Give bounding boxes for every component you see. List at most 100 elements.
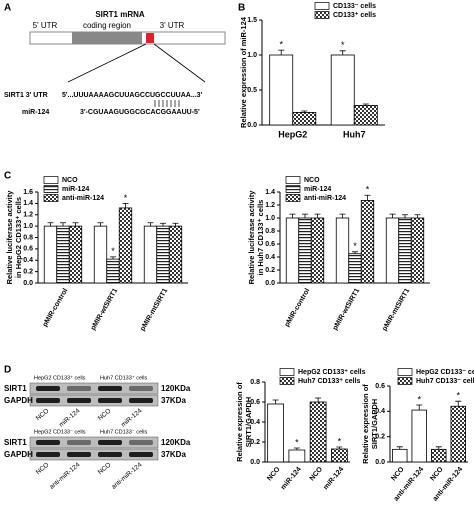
blot-band bbox=[98, 452, 122, 457]
zoom-line bbox=[153, 43, 206, 83]
bar bbox=[68, 225, 83, 284]
y-tick-label: 0.2 bbox=[375, 434, 385, 441]
x-tick-label: NCO bbox=[429, 466, 445, 483]
bar bbox=[310, 217, 325, 284]
error-bar bbox=[47, 222, 54, 227]
x-tick-label: pMIR-control bbox=[42, 287, 70, 328]
legend-label: HepG2 CD133⁺ cells bbox=[298, 369, 366, 376]
x-tick-label: pMIR-wtSIRT1 bbox=[90, 287, 120, 331]
error-bar bbox=[301, 110, 308, 113]
y-tick-label: 1.2 bbox=[23, 212, 33, 219]
bar bbox=[410, 217, 425, 284]
y-tick-label: 0.2 bbox=[250, 439, 260, 446]
error-bar bbox=[455, 400, 462, 407]
y-tick-label: 0.0 bbox=[375, 459, 385, 466]
lane-label: NCO bbox=[35, 461, 51, 476]
error-bar bbox=[315, 397, 322, 402]
bar bbox=[43, 225, 58, 284]
y-tick-label: 0.6 bbox=[265, 241, 275, 248]
error-bar bbox=[172, 222, 179, 227]
y-tick-label: 0.6 bbox=[23, 246, 33, 253]
blot-group: Huh7 CD133⁻ cells bbox=[100, 429, 147, 435]
legend-label: NCO bbox=[304, 177, 320, 184]
x-tick-label: pMIR-control bbox=[284, 287, 312, 328]
bar bbox=[288, 449, 306, 463]
y-tick-label: 0.0 bbox=[250, 459, 260, 466]
error-bar bbox=[314, 213, 321, 218]
blot-strip bbox=[29, 382, 159, 395]
lane-label: miR-124 bbox=[120, 407, 144, 428]
legend-swatch bbox=[285, 194, 301, 202]
x-tick-label: NCO bbox=[390, 466, 406, 483]
legend-label: miR-124 bbox=[304, 186, 331, 193]
error-bar bbox=[278, 49, 285, 55]
y-tick-label: 0.0 bbox=[247, 122, 257, 129]
blot-row: SIRT1 bbox=[4, 384, 27, 393]
legend-label: Huh7 CD133⁻ cells bbox=[416, 378, 474, 385]
y-axis-label: SIRT1/GAPDH bbox=[244, 397, 253, 447]
error-bar bbox=[389, 213, 396, 218]
y-axis-label: Relative expression of bbox=[361, 384, 370, 464]
y-tick-label: 0.4 bbox=[23, 257, 33, 264]
lane-label: anti-miR-124 bbox=[48, 461, 81, 491]
bar bbox=[106, 258, 120, 284]
error-bar bbox=[97, 222, 104, 227]
blot-band bbox=[67, 440, 91, 445]
blot-band bbox=[36, 452, 60, 457]
blot-band bbox=[67, 386, 91, 391]
legend-swatch bbox=[43, 194, 59, 202]
blot-band bbox=[67, 452, 91, 457]
x-tick-label: NCO bbox=[309, 466, 325, 483]
blot-band bbox=[129, 452, 153, 457]
x-tick-label: HepG2 bbox=[278, 129, 307, 139]
error-bar bbox=[293, 447, 300, 450]
bar bbox=[348, 253, 362, 284]
blot-band bbox=[36, 386, 60, 391]
error-bar bbox=[416, 404, 423, 411]
y-tick-label: 0.0 bbox=[265, 280, 275, 287]
bar bbox=[330, 54, 355, 126]
y-axis-label: in HepG2 CD133⁺ cells bbox=[14, 197, 23, 278]
bar bbox=[56, 225, 70, 284]
target-site bbox=[146, 33, 154, 43]
blot-group: HepG2 CD133⁺ cells bbox=[34, 374, 86, 381]
y-tick-label: 1.6 bbox=[23, 189, 33, 196]
blot-band bbox=[36, 398, 60, 403]
bar bbox=[292, 112, 317, 126]
error-bar bbox=[339, 50, 346, 55]
mir-seq: 3'-CGUAAGUGGCGCACGGAAUU-5' bbox=[80, 109, 200, 116]
lane-label: NCO bbox=[35, 407, 51, 422]
target-label: SIRT1 3' UTR bbox=[4, 92, 48, 99]
x-tick-label: pMIR-mtSIRT1 bbox=[381, 287, 411, 332]
legend-swatch bbox=[314, 2, 330, 10]
error-bar bbox=[402, 214, 408, 218]
y-axis-label: in Huh7 CD133⁺ cells bbox=[256, 200, 265, 276]
lane-label: miR-124 bbox=[58, 407, 82, 428]
utr5-label: 5' UTR bbox=[33, 21, 58, 30]
bar bbox=[385, 217, 400, 284]
lane-label: NCO bbox=[97, 407, 113, 422]
pairing bbox=[154, 100, 180, 107]
bar bbox=[392, 448, 408, 463]
y-tick-label: 0.2 bbox=[265, 267, 275, 274]
error-bar bbox=[414, 214, 421, 218]
utr3-label: 3' UTR bbox=[160, 21, 185, 30]
x-tick-label: miR-124 bbox=[322, 466, 345, 491]
blot-row: GAPDH bbox=[4, 450, 33, 459]
y-tick-label: 1.0 bbox=[247, 52, 257, 59]
bar bbox=[353, 105, 378, 126]
blot-band bbox=[98, 398, 122, 403]
significance: * bbox=[353, 241, 357, 251]
bar bbox=[285, 217, 300, 284]
panel-label: C bbox=[4, 171, 11, 182]
x-tick-label: miR-124 bbox=[280, 466, 303, 491]
blot-band bbox=[67, 398, 91, 403]
legend-label: CD133⁺ cells bbox=[333, 12, 376, 19]
significance: * bbox=[341, 40, 345, 50]
significance: * bbox=[124, 193, 128, 203]
blot-band bbox=[36, 440, 60, 445]
x-tick-label: pMIR-mtSIRT1 bbox=[139, 287, 169, 332]
legend-label: anti-miR-124 bbox=[62, 195, 104, 202]
blot-group: HepG2 CD133⁻ cells bbox=[34, 429, 86, 435]
significance: * bbox=[279, 39, 283, 49]
